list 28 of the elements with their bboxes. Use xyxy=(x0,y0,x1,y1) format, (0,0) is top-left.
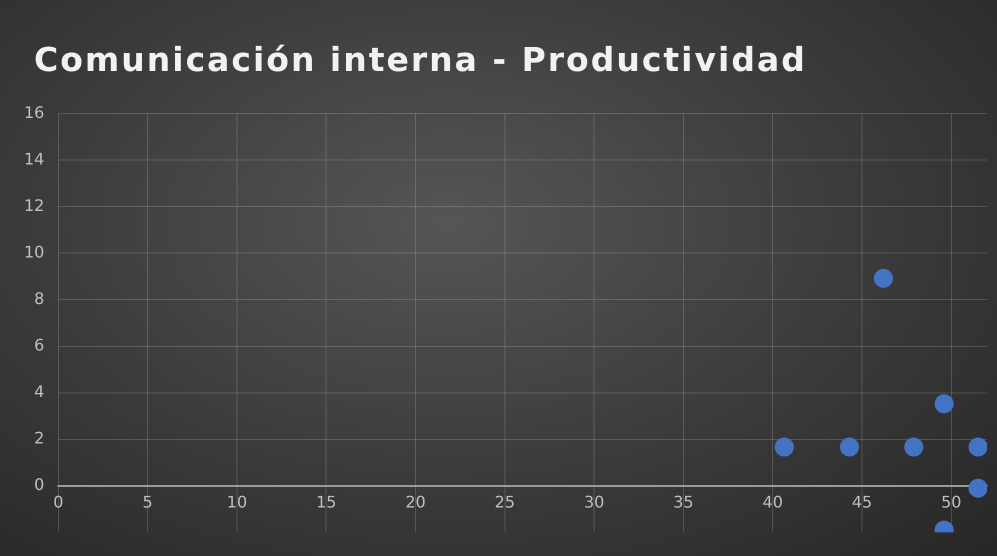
y-tick-label: 10 xyxy=(24,242,44,262)
y-tick-label: 16 xyxy=(24,102,44,122)
x-tick-label: 10 xyxy=(226,492,248,512)
point xyxy=(934,394,954,414)
y-tick-label: 4 xyxy=(34,382,44,401)
x-tick-label: 45 xyxy=(852,492,872,512)
x-tick-label: 35 xyxy=(673,492,694,512)
point xyxy=(874,268,893,288)
x-tick-label: 20 xyxy=(405,492,426,512)
point xyxy=(968,438,987,457)
x-tick-label: 30 xyxy=(584,492,604,512)
y-tick-label: 2 xyxy=(34,428,44,448)
y-tick-label: 12 xyxy=(24,196,44,215)
x-tick-label: 5 xyxy=(142,492,153,512)
y-tick-label: 6 xyxy=(34,335,44,354)
x-tick-label: 40 xyxy=(762,492,783,512)
y-tick-label: 8 xyxy=(34,288,44,308)
chart-title: Comunicación interna - Productividad xyxy=(34,40,807,79)
y-tick-label: 0 xyxy=(34,475,44,494)
y-tick-label: 14 xyxy=(24,149,44,168)
x-tick-label: 15 xyxy=(316,492,336,512)
x-tick-label: 50 xyxy=(941,492,962,512)
x-tick-label: 25 xyxy=(494,492,515,512)
point xyxy=(840,438,859,457)
x-tick-label: 0 xyxy=(53,492,64,512)
point xyxy=(904,438,924,457)
point xyxy=(774,438,794,457)
point xyxy=(968,478,987,498)
